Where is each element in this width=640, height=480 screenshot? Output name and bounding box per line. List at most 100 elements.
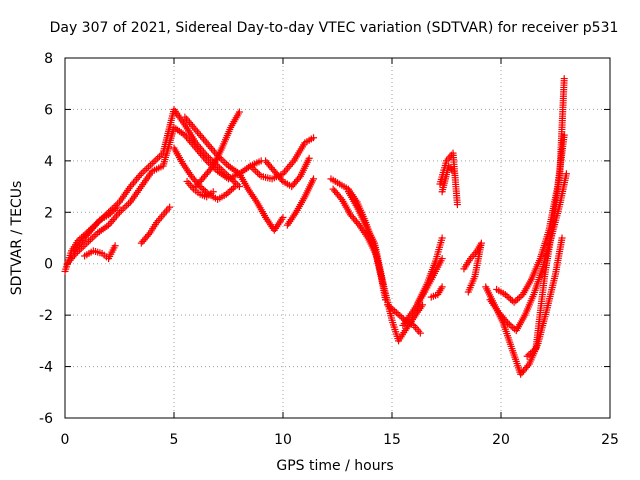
data-point xyxy=(193,128,201,136)
data-point xyxy=(310,134,318,142)
y-tick-label: 0 xyxy=(44,257,53,273)
data-point xyxy=(510,298,518,306)
data-point xyxy=(195,130,203,138)
data-point xyxy=(509,323,517,331)
series-track-20 xyxy=(427,283,446,301)
data-point xyxy=(125,200,133,208)
data-point xyxy=(152,156,160,164)
data-point xyxy=(284,164,292,172)
series-track-16 xyxy=(344,188,427,345)
data-point xyxy=(438,255,446,263)
series-track-11 xyxy=(246,134,318,183)
grid xyxy=(65,58,610,418)
data-point xyxy=(205,159,213,167)
data-point xyxy=(209,188,217,196)
data-point xyxy=(200,135,208,143)
x-axis-label: GPS time / hours xyxy=(276,458,393,474)
data-point xyxy=(145,163,153,171)
data-point xyxy=(201,137,209,145)
data-point xyxy=(562,170,570,178)
data-point xyxy=(464,288,472,296)
series-track-19 xyxy=(414,234,446,306)
series-track-4 xyxy=(81,242,119,263)
data-point xyxy=(146,161,154,169)
data-point xyxy=(123,201,131,209)
y-tick-label: -2 xyxy=(39,308,53,324)
data-point xyxy=(150,158,158,166)
data-point xyxy=(137,170,145,178)
data-point xyxy=(228,186,236,194)
series-track-9 xyxy=(192,108,243,191)
data-point xyxy=(134,173,142,181)
data-point xyxy=(130,179,138,187)
data-point xyxy=(523,352,531,360)
data-point xyxy=(448,165,456,173)
data-point xyxy=(295,174,303,182)
data-point xyxy=(190,142,198,150)
series-track-13 xyxy=(283,175,318,229)
data-point xyxy=(121,203,129,211)
data-point xyxy=(166,203,174,211)
x-tick-label: 10 xyxy=(274,432,292,448)
data-point xyxy=(305,154,313,162)
data-point xyxy=(200,153,208,161)
data-point xyxy=(502,317,510,325)
series-track-3 xyxy=(70,203,121,255)
data-point xyxy=(206,143,214,151)
y-tick-label: -6 xyxy=(39,411,53,427)
data-point xyxy=(231,183,239,191)
data-point xyxy=(507,322,515,330)
data-point xyxy=(419,301,427,309)
series-track-2 xyxy=(63,123,265,268)
data-point xyxy=(196,150,204,158)
data-point xyxy=(204,141,212,149)
data-point xyxy=(154,154,162,162)
data-point xyxy=(512,297,520,305)
data-point xyxy=(438,234,446,242)
data-point xyxy=(198,151,206,159)
x-tick-label: 5 xyxy=(170,432,179,448)
y-tick-label: 6 xyxy=(44,102,53,118)
data-point xyxy=(254,169,262,177)
data-point xyxy=(192,126,200,134)
data-point xyxy=(560,75,568,83)
data-point xyxy=(195,148,203,156)
series-track-1 xyxy=(61,105,243,275)
data-point xyxy=(203,139,211,147)
x-axis: 0 5 10 15 20 25 xyxy=(61,58,619,448)
data-point xyxy=(111,214,119,222)
data-point xyxy=(111,242,119,250)
data-point xyxy=(221,159,229,167)
data-point xyxy=(136,172,144,180)
data-point xyxy=(106,219,114,227)
series-track-6 xyxy=(170,144,239,203)
data-point xyxy=(94,218,102,226)
plot-frame xyxy=(64,57,611,419)
data-point xyxy=(310,175,318,183)
data-point xyxy=(354,219,362,227)
data-point xyxy=(453,201,461,209)
series-track-22 xyxy=(438,162,457,196)
data-point xyxy=(119,205,127,213)
data-point xyxy=(207,144,215,152)
series-track-25 xyxy=(486,170,570,335)
data-point xyxy=(438,283,446,291)
y-tick-label: 8 xyxy=(44,51,53,67)
x-tick-label: 0 xyxy=(61,432,70,448)
data-point xyxy=(226,187,234,195)
x-tick-label: 15 xyxy=(383,432,401,448)
y-axis-label: SDTVAR / TECUs xyxy=(9,181,25,296)
data-point xyxy=(139,168,147,176)
series-track-27 xyxy=(523,75,568,360)
y-tick-label: 2 xyxy=(44,205,53,221)
series-track-23 xyxy=(460,239,485,296)
data-point xyxy=(524,362,532,370)
data-point xyxy=(396,312,404,320)
data-point xyxy=(108,217,116,225)
data-point xyxy=(287,161,295,169)
data-point xyxy=(279,213,287,221)
data-point xyxy=(208,164,216,172)
data-point xyxy=(505,294,513,302)
data-points xyxy=(61,75,570,378)
